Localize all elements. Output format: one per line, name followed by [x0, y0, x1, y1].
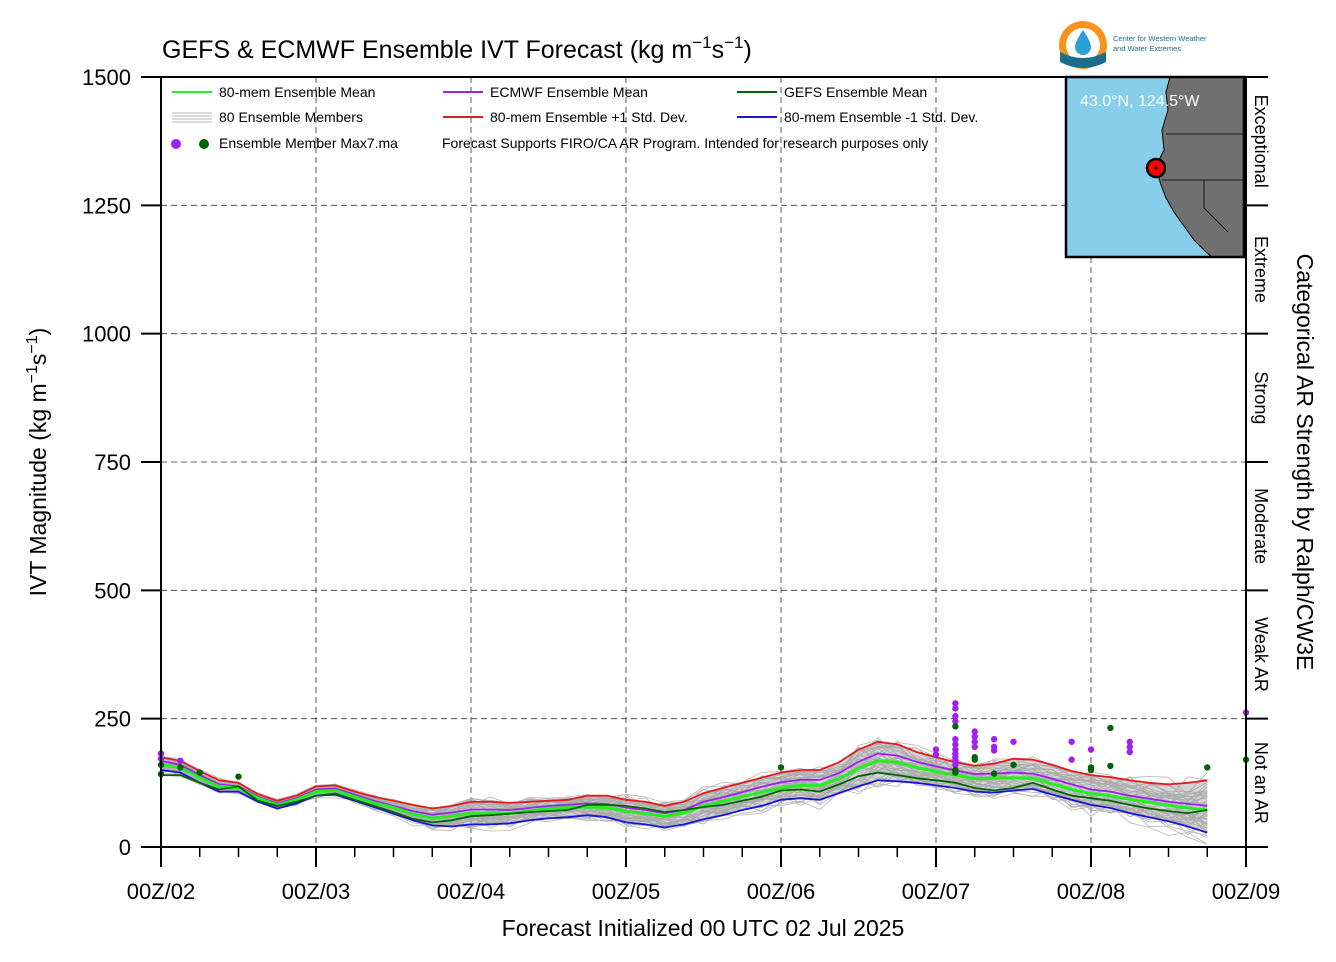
x-tick-label: 00Z/04: [437, 879, 506, 904]
chart-title: GEFS & ECMWF Ensemble IVT Forecast (kg m…: [162, 33, 752, 64]
map-frame: [1064, 75, 1246, 259]
member-max-point: [990, 770, 998, 777]
legend-label-max-points: Ensemble Member Max7.ma: [219, 135, 398, 151]
legend-label-members: 80 Ensemble Members: [219, 109, 363, 125]
y-tick-label: 1000: [82, 322, 131, 347]
legend: 80-mem Ensemble Mean ECMWF Ensemble Mean…: [171, 84, 978, 151]
water-drop-icon: [1075, 30, 1091, 55]
member-max-point: [971, 743, 978, 751]
legend-note: Forecast Supports FIRO/CA AR Program. In…: [442, 135, 928, 151]
member-max-point: [932, 751, 940, 758]
category-axis: Exceptional Extreme Strong Moderate Weak AR N…: [1246, 76, 1271, 848]
member-max-point: [1126, 738, 1133, 745]
member-max-point: [971, 733, 978, 740]
series-lines: [160, 740, 1208, 834]
y-tick-label: 0: [119, 835, 131, 860]
y-tick-label: 1250: [82, 193, 131, 218]
member-max-point: [990, 736, 998, 743]
category-label: Not an AR: [1251, 742, 1271, 824]
member-max-point: [952, 712, 959, 720]
member-max-point: [1087, 746, 1095, 753]
member-max-point: [1126, 743, 1133, 751]
series-line-80-mem-ensemble-mean: [160, 759, 1208, 820]
y-tick-label: 750: [94, 450, 131, 475]
member-max-point: [952, 761, 959, 769]
legend-dot-gefs: [199, 139, 209, 149]
x-tick-label: 00Z/09: [1212, 879, 1281, 904]
x-axis-title: Forecast Initialized 00 UTC 02 Jul 2025: [502, 915, 905, 941]
y-tick-label: 500: [94, 578, 131, 603]
category-label: Strong: [1251, 371, 1271, 424]
right-axis-title: Categorical AR Strength by Ralph/CW3E: [1292, 254, 1318, 671]
legend-label-ensemble-mean: 80-mem Ensemble Mean: [219, 84, 375, 100]
x-axis: 00Z/02 00Z/03 00Z/04 00Z/05 00Z/06 00Z/07 00Z/…: [127, 847, 1281, 904]
x-tick-label: 00Z/05: [592, 879, 661, 904]
legend-dot-ecmwf: [171, 139, 181, 149]
map-land: [1155, 77, 1244, 257]
legend-swatch-members: [172, 112, 212, 123]
member-max-point: [177, 757, 184, 764]
member-max-point: [1107, 724, 1114, 732]
member-max-point: [952, 700, 959, 707]
logo-line-1: Center for Western Weather: [1113, 34, 1207, 43]
x-tick-label: 00Z/06: [747, 879, 816, 904]
x-tick-label: 00Z/03: [282, 879, 351, 904]
y-tick-label: 1500: [82, 65, 131, 90]
member-max-point: [235, 773, 242, 780]
member-max-point: [952, 741, 959, 748]
legend-label-plus-std: 80-mem Ensemble +1 Std. Dev.: [490, 109, 688, 125]
member-max-point: [971, 756, 978, 763]
member-max-point: [952, 769, 959, 776]
map-location-label: 43.0°N, 124.5°W: [1080, 93, 1200, 110]
x-tick-label: 00Z/08: [1057, 879, 1126, 904]
y-tick-label: 250: [94, 707, 131, 732]
series-line-80-mem-ensemble-1-std-dev-: [160, 740, 1208, 810]
member-max-point: [952, 723, 959, 730]
member-max-point: [196, 769, 203, 776]
inset-map: 43.0°N, 124.5°W: [1064, 75, 1246, 259]
member-max-point: [971, 728, 978, 735]
member-max-points: [157, 700, 1250, 780]
x-tick-label: 00Z/07: [902, 879, 971, 904]
ensemble-member-line: [160, 745, 1208, 813]
legend-label-ecmwf-mean: ECMWF Ensemble Mean: [490, 84, 648, 100]
series-line-80-mem-ensemble-1-std-dev-: [160, 769, 1208, 834]
member-max-point: [1068, 738, 1075, 745]
category-label: Extreme: [1251, 236, 1271, 303]
member-max-point: [177, 764, 184, 771]
member-max-point: [952, 718, 959, 725]
legend-label-minus-std: 80-mem Ensemble -1 Std. Dev.: [784, 109, 978, 125]
category-label: Weak AR: [1251, 617, 1271, 692]
member-max-point: [932, 746, 940, 753]
member-max-point: [1126, 748, 1133, 756]
logo-line-2: and Water Extremes: [1113, 44, 1181, 53]
member-max-point: [971, 738, 978, 745]
member-max-point: [952, 736, 959, 743]
y-axis-title: IVT Magnitude (kg m−1s−1): [24, 328, 51, 597]
member-max-point: [1068, 756, 1075, 763]
x-tick-label: 00Z/02: [127, 879, 196, 904]
category-label: Exceptional: [1251, 95, 1271, 188]
cw3e-logo: Center for Western Weather and Water Ext…: [1059, 21, 1207, 69]
grid: [161, 77, 1246, 847]
member-max-point: [1087, 766, 1095, 774]
member-max-point: [1107, 762, 1114, 770]
series-line-gefs-ensemble-mean: [161, 771, 1208, 824]
y-axis: 0 250 500 750 1000 1250 1500: [82, 65, 161, 860]
std-dev-band: [161, 741, 1208, 833]
member-max-point: [1204, 764, 1211, 771]
member-max-point: [990, 747, 998, 754]
member-max-point: [777, 764, 785, 771]
std-band: [161, 741, 1208, 833]
category-label: Moderate: [1251, 488, 1271, 564]
member-max-point: [952, 705, 959, 712]
legend-label-gefs-mean: GEFS Ensemble Mean: [784, 84, 927, 100]
member-max-point: [1010, 738, 1017, 745]
member-max-point: [1010, 761, 1017, 769]
